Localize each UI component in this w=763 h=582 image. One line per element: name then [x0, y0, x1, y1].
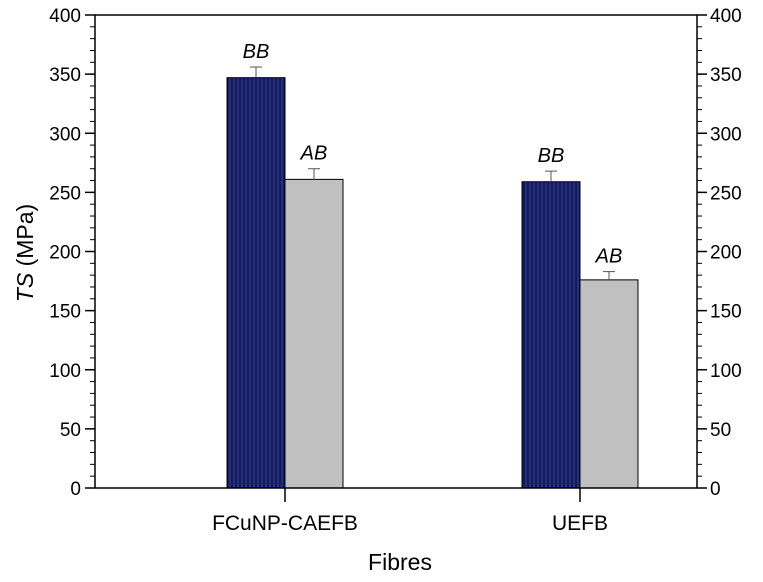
- y-tick-label-left-1: 50: [60, 420, 81, 441]
- y-tick-label-right-7: 350: [710, 65, 742, 86]
- y-tick-label-right-2: 100: [710, 361, 742, 382]
- x-tick-label-0: FCuNP-CAEFB: [212, 512, 358, 535]
- y-tick-label-right-3: 150: [710, 302, 742, 323]
- bar-label-1-0: BB: [538, 145, 565, 167]
- axes-layer: [85, 14, 707, 502]
- y-tick-label-left-3: 150: [49, 302, 81, 323]
- x-tick-label-1: UEFB: [552, 512, 608, 535]
- y-axis-title: TS (MPa): [12, 204, 38, 302]
- bar-1-0: [521, 181, 581, 489]
- y-tick-label-right-1: 50: [710, 420, 731, 441]
- y-tick-label-left-6: 300: [49, 124, 81, 145]
- y-axis-title-symbol: TS: [12, 272, 38, 302]
- y-tick-label-right-8: 400: [710, 6, 742, 27]
- y-tick-label-left-0: 0: [70, 479, 81, 500]
- bar-0-0: [226, 77, 286, 489]
- bar-1-1: [579, 279, 639, 489]
- y-axis-title-unit: (MPa): [12, 204, 38, 273]
- y-tick-label-right-5: 250: [710, 183, 742, 204]
- labels-layer: BB AB FCuNP-CAEFB BB AB UEFB 0 0 50 50 100 100 150 15…: [49, 6, 741, 535]
- y-tick-label-right-6: 300: [710, 124, 742, 145]
- bar-label-1-1: AB: [595, 246, 623, 268]
- bar-label-0-1: AB: [300, 143, 328, 165]
- bars-layer: [226, 66, 639, 489]
- y-tick-label-left-7: 350: [49, 65, 81, 86]
- y-tick-label-left-5: 250: [49, 183, 81, 204]
- x-axis-title: Fibres: [368, 549, 432, 575]
- y-tick-label-left-8: 400: [49, 6, 81, 27]
- y-tick-label-left-2: 100: [49, 361, 81, 382]
- bar-label-0-0: BB: [243, 41, 270, 63]
- y-tick-label-left-4: 200: [49, 243, 81, 264]
- bar-0-1: [284, 178, 344, 489]
- y-tick-label-right-0: 0: [710, 479, 721, 500]
- y-tick-label-right-4: 200: [710, 243, 742, 264]
